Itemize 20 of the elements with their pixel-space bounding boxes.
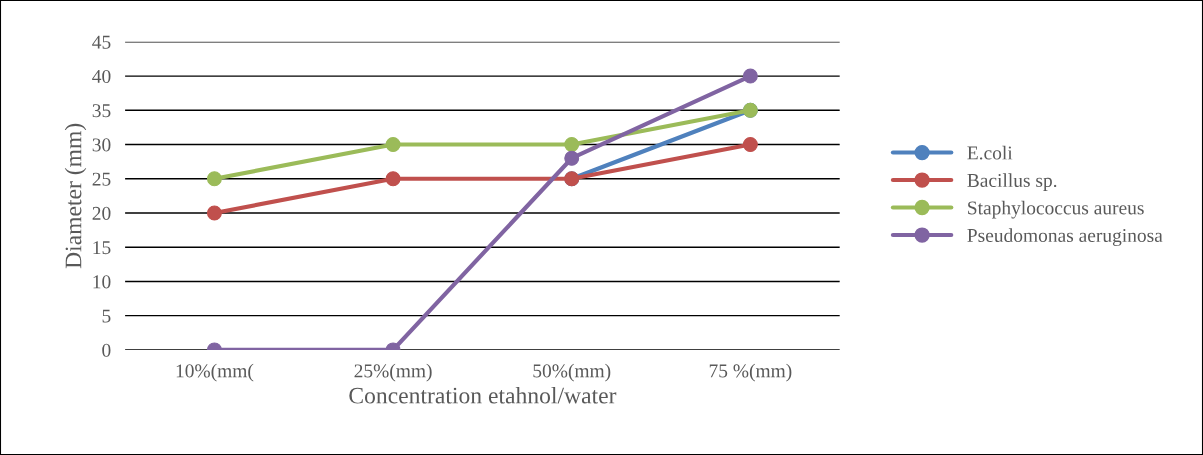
y-tick-label: 25 <box>92 172 111 186</box>
x-tick-label: 50%(mm) <box>533 363 611 382</box>
y-tick-label: 30 <box>92 138 111 152</box>
x-tick-label: 25%(mm) <box>354 363 432 382</box>
legend-label: Staphylococcus aureus <box>968 200 1144 219</box>
y-tick-label: 20 <box>92 206 111 220</box>
x-tick-label: 75 %(mm) <box>709 363 792 382</box>
y-tick-label: 5 <box>102 309 111 323</box>
legend-label: Pseudomonas aeruginosa <box>967 228 1163 247</box>
y-tick-label: 15 <box>93 241 111 255</box>
y-tick-label: 45 <box>92 35 111 49</box>
legend-label: Bacillus sp. <box>967 173 1057 191</box>
y-axis-title: Diameter (mm) <box>64 123 87 269</box>
x-axis-title: Concentration etahnol/water <box>349 386 617 404</box>
legend-label: E.coli <box>967 145 1013 160</box>
y-tick-label: 35 <box>92 104 111 118</box>
y-tick-label: 40 <box>92 69 111 84</box>
y-tick-label: 10 <box>93 275 111 289</box>
x-tick-label: 10%(mm( <box>176 363 254 382</box>
y-tick-label: 0 <box>102 343 111 357</box>
